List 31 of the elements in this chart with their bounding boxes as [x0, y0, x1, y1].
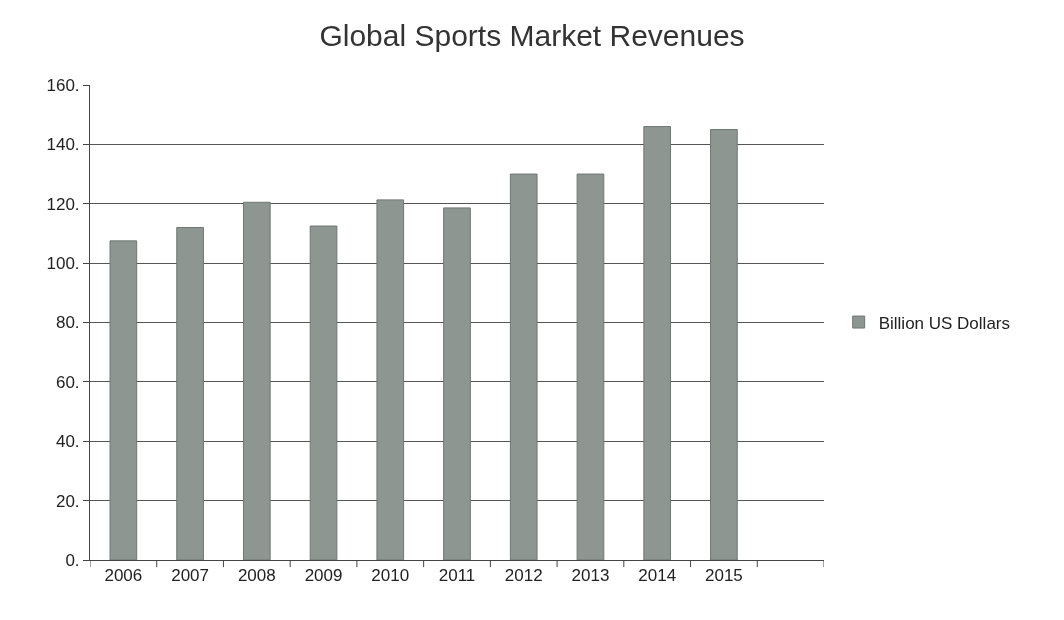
y-tick-label: 0.	[65, 550, 80, 570]
y-tick-label: 60.	[55, 372, 80, 392]
x-tick-label: 2011	[438, 566, 476, 586]
x-tick-label: 2013	[571, 566, 610, 586]
y-tick-label: 140.	[46, 135, 80, 155]
y-tick-label: 100.	[46, 254, 80, 274]
bar	[309, 225, 338, 560]
bar	[710, 129, 738, 560]
x-tick-label: 2006	[104, 566, 143, 586]
bar	[643, 126, 672, 560]
bar	[109, 240, 138, 560]
chart-title: Global Sports Market Revenues	[319, 18, 745, 52]
y-tick-label: 80.	[55, 313, 80, 333]
legend-label: Billion US Dollars	[878, 313, 1011, 333]
y-tick-label: 40.	[55, 432, 80, 452]
x-tick-label: 2007	[171, 566, 209, 586]
bar	[176, 227, 204, 560]
bar	[576, 173, 605, 560]
x-tick-label: 2014	[638, 566, 677, 586]
bar	[443, 207, 471, 560]
bar	[509, 173, 538, 560]
x-tick-label: 2010	[371, 566, 410, 586]
x-tick-label: 2009	[304, 566, 343, 586]
x-tick-label: 2008	[237, 566, 276, 586]
x-tick-label: 2015	[705, 566, 743, 586]
y-tick-label: 160.	[46, 75, 80, 95]
bar	[242, 201, 271, 560]
x-tick-label: 2012	[504, 566, 543, 586]
bar	[376, 199, 405, 560]
y-tick-label: 120.	[46, 194, 80, 214]
y-tick-label: 20.	[55, 491, 80, 511]
